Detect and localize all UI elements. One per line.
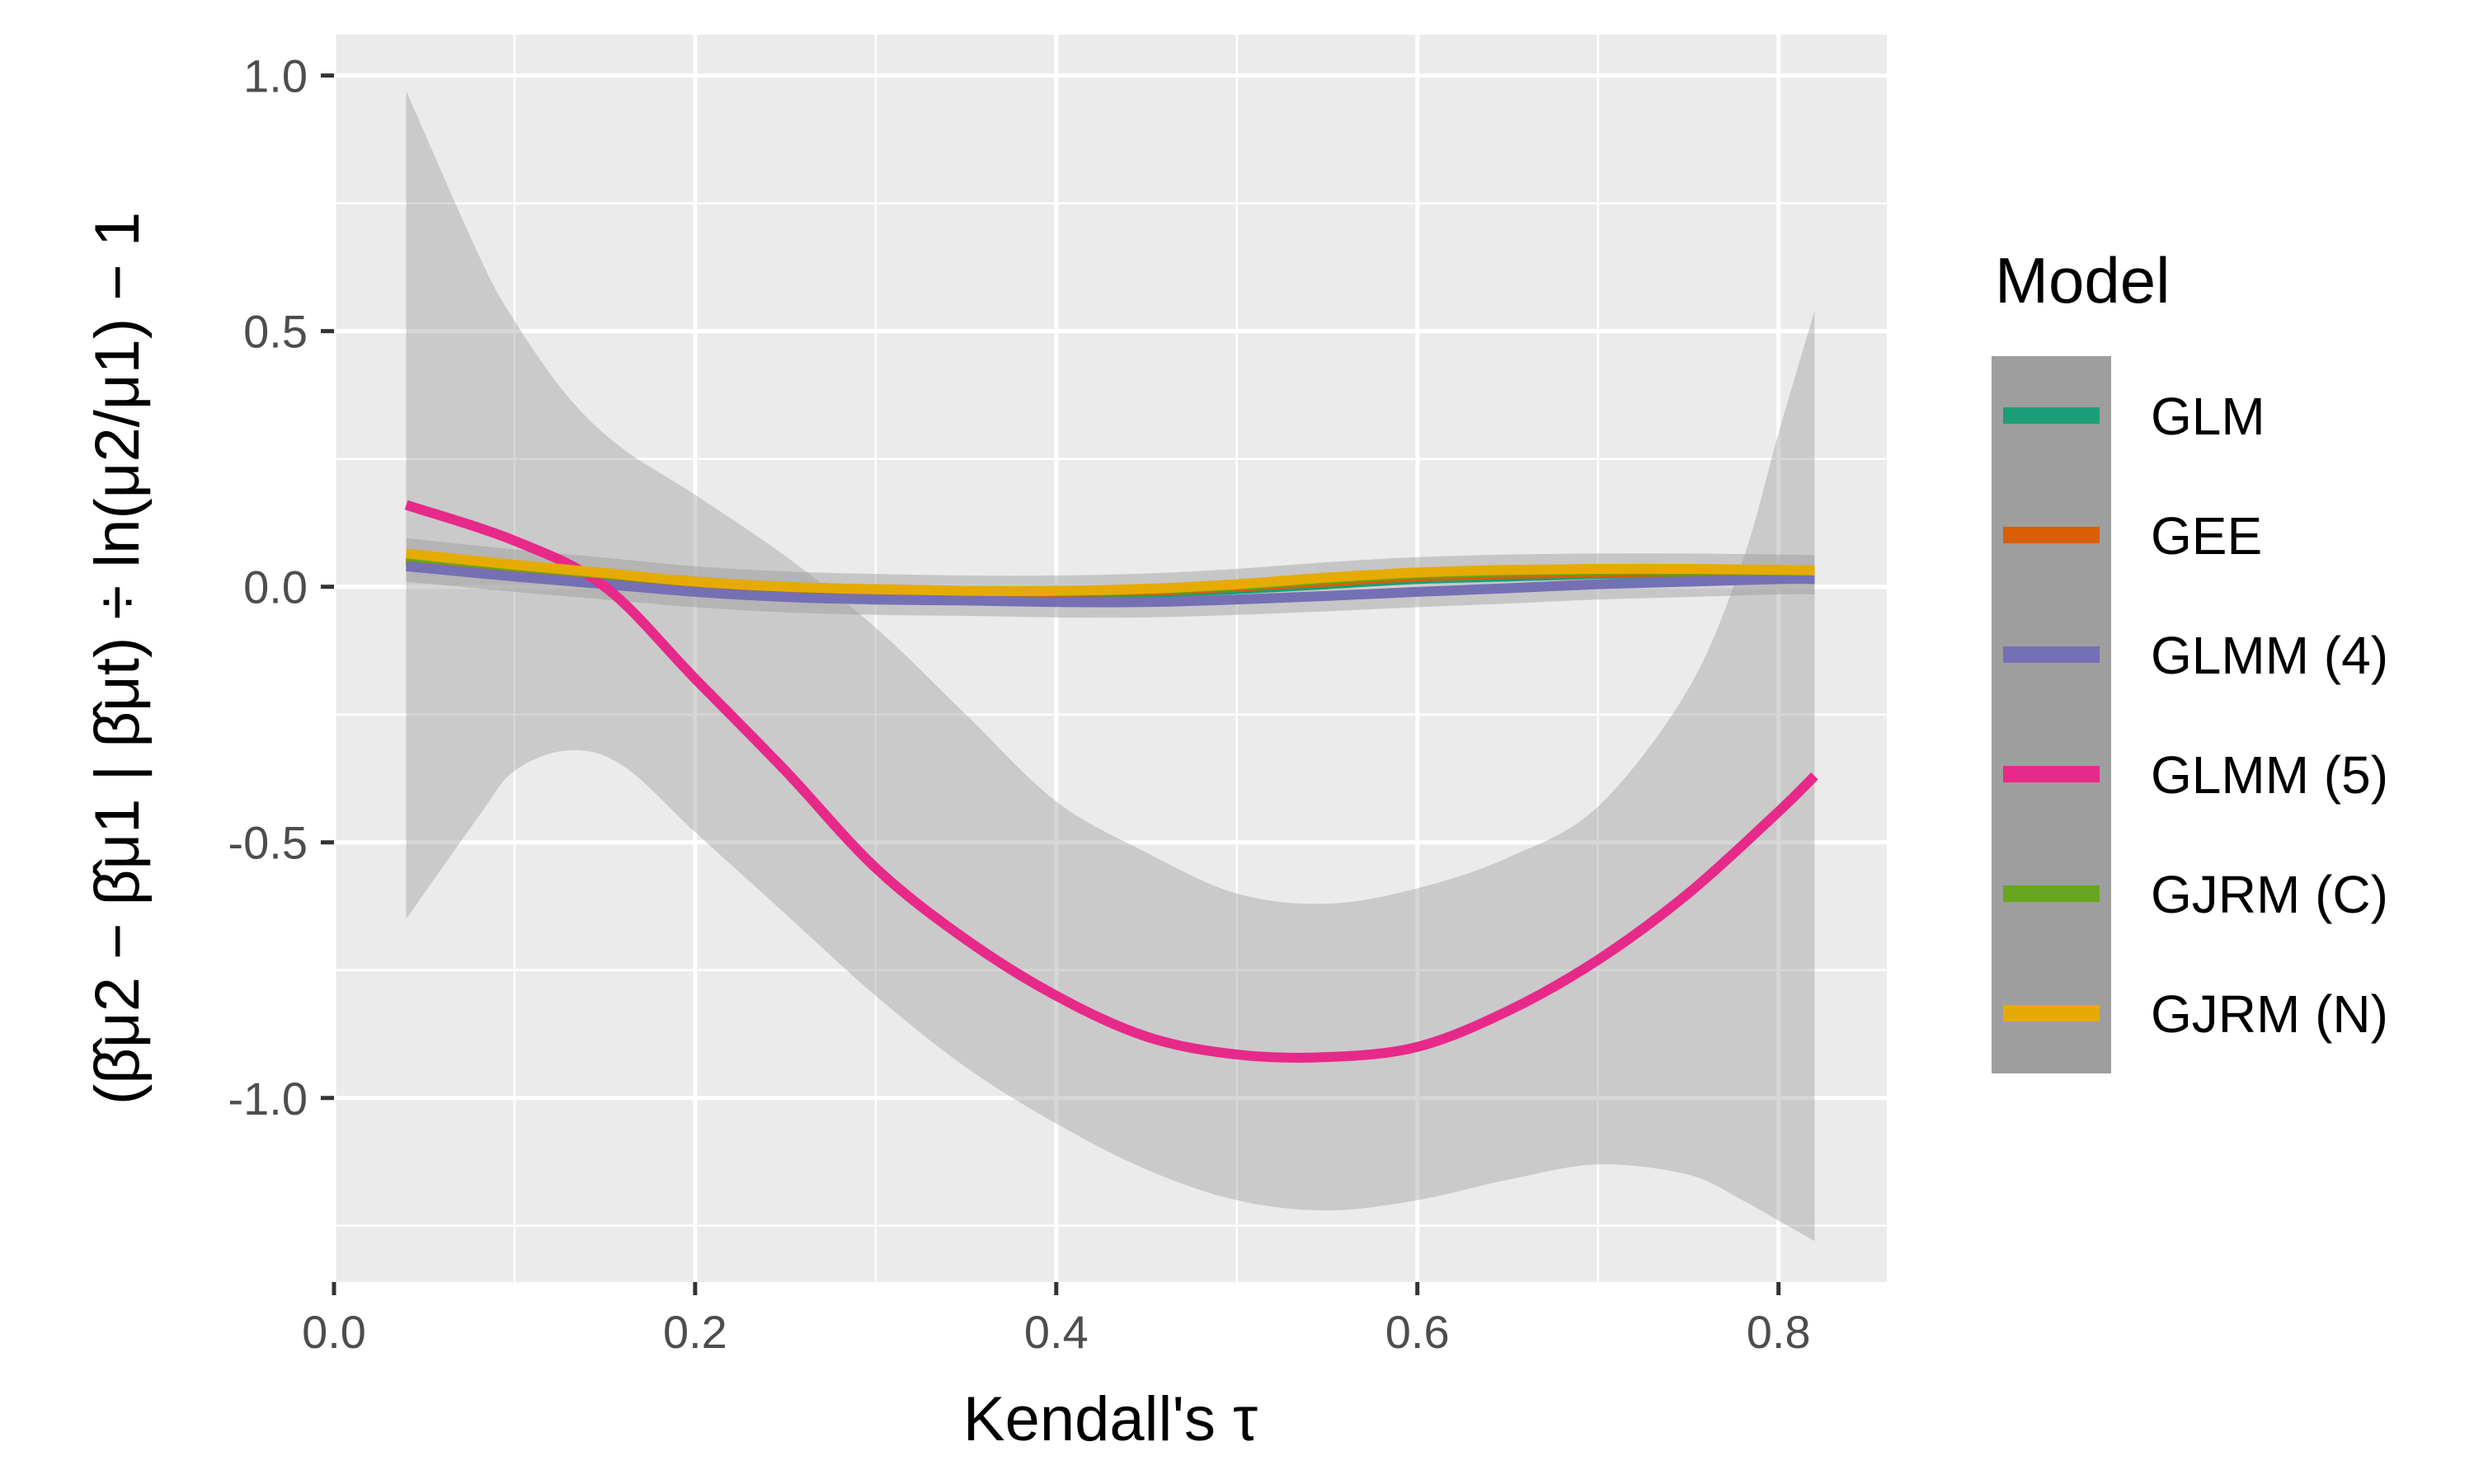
x-tick-label: 0.8 [1747, 1306, 1811, 1358]
legend-label: GEE [2151, 505, 2263, 566]
y-tick-label: 1.0 [243, 50, 308, 102]
legend-key [1992, 595, 2111, 715]
legend-title: Model [1995, 244, 2171, 317]
legend-key [1992, 834, 2111, 954]
legend-swatch [2003, 1005, 2100, 1021]
legend-item: GLM [1992, 356, 2388, 476]
legend-item: GLMM (4) [1992, 595, 2388, 715]
legend-key [1992, 356, 2111, 476]
legend-swatch [2003, 766, 2100, 782]
series-line-glmm-5 [404, 500, 1818, 1063]
legend-label: GLMM (5) [2151, 744, 2388, 805]
y-axis-title: (β̂μ2 − β̂μ1 | β̂μt) ÷ ln(μ2/μ1) − 1 [82, 212, 153, 1105]
y-tick-label: -0.5 [228, 817, 308, 869]
legend-body: GLM GEE GLMM (4) GLMM (5) GJRM (C) GJRM (N) [1992, 356, 2388, 1073]
plot-panel [334, 35, 1887, 1282]
legend-item: GJRM (N) [1992, 954, 2388, 1073]
legend-swatch [2003, 646, 2100, 663]
legend-key [1992, 715, 2111, 834]
x-tick-label: 0.0 [302, 1306, 366, 1358]
x-tick-label: 0.4 [1024, 1306, 1089, 1358]
legend-item: GJRM (C) [1992, 834, 2388, 954]
legend-item: GEE [1992, 476, 2388, 595]
legend-key [1992, 476, 2111, 595]
x-axis-title: Kendall's τ [963, 1384, 1258, 1454]
legend: Model GLM GEE GLMM (4) GLMM (5) GJRM (C) GJRM… [1992, 243, 2388, 1073]
legend-swatch [2003, 527, 2100, 543]
x-tick-label: 0.6 [1385, 1306, 1450, 1358]
series-line-gjrm-n [405, 548, 1815, 596]
legend-label: GLMM (4) [2151, 625, 2388, 685]
legend-label: GLM [2151, 386, 2265, 446]
legend-swatch [2003, 407, 2100, 424]
series-line-glmm-4 [406, 561, 1815, 608]
legend-label: GJRM (C) [2151, 864, 2388, 924]
confidence-band [406, 91, 1815, 1242]
y-tick-label: 0.5 [243, 306, 308, 358]
legend-label: GJRM (N) [2151, 984, 2388, 1044]
legend-swatch [2003, 885, 2100, 902]
y-tick-label: -1.0 [228, 1073, 308, 1125]
x-tick-label: 0.2 [663, 1306, 727, 1358]
legend-item: GLMM (5) [1992, 715, 2388, 834]
legend-key [1992, 954, 2111, 1073]
y-tick-label: 0.0 [243, 561, 308, 613]
